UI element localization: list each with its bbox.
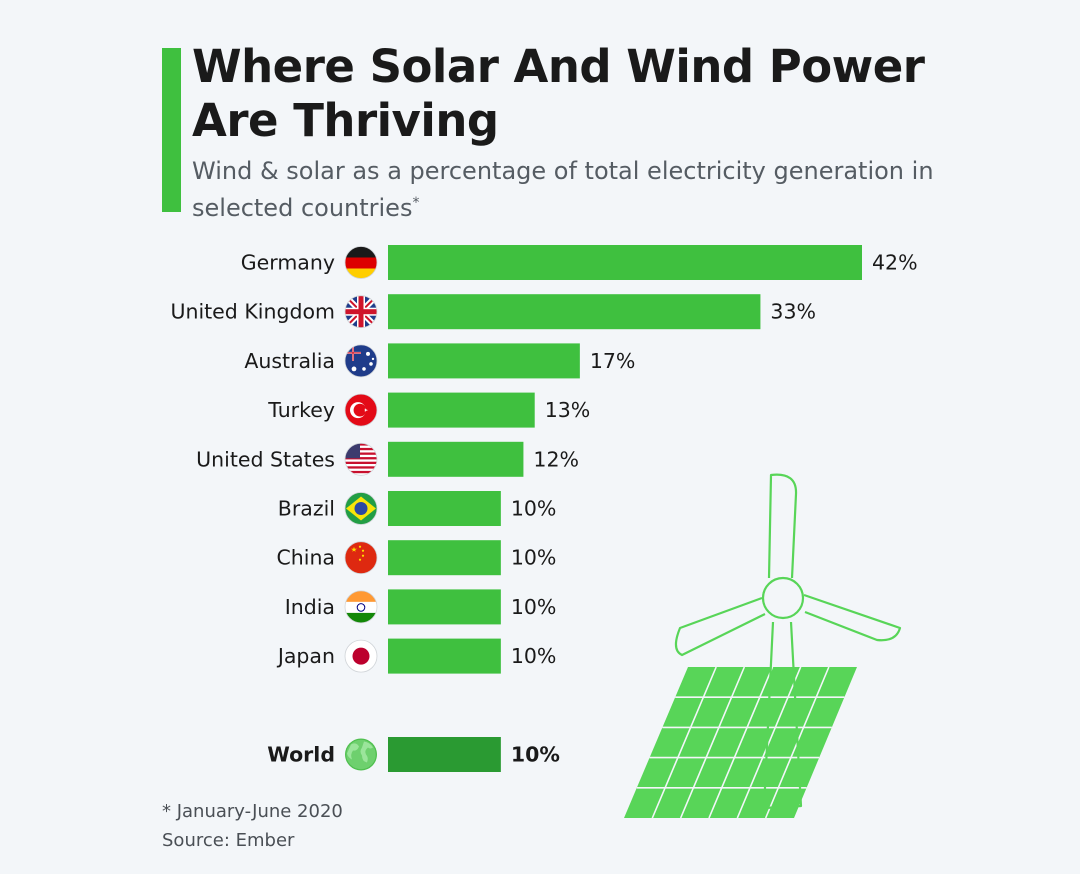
india-flag-icon: [344, 590, 378, 624]
value-label: 13%: [545, 398, 591, 422]
bars-layer: Germany 42% United Kingdom 33% Australia 17% T…: [170, 245, 918, 772]
category-label: Brazil: [278, 497, 335, 521]
value-label: 42%: [872, 251, 918, 275]
bar-row-brazil: Brazil 10%: [278, 491, 557, 526]
bar-united-kingdom: [388, 294, 761, 330]
bar-row-united-states: United States 12%: [196, 441, 579, 477]
wind-solar-illustration: [624, 473, 902, 819]
category-label: India: [285, 595, 335, 619]
bar-row-india: India 10%: [285, 589, 557, 625]
chart-footer: * January-June 2020 Source: Ember: [162, 797, 343, 855]
australia-flag-icon: [344, 344, 378, 378]
bar-united-states: [388, 441, 524, 477]
value-label: 10%: [511, 644, 557, 668]
bar-germany: [388, 245, 862, 280]
source-note: Source: Ember: [162, 830, 295, 851]
bar-india: [388, 589, 501, 625]
bar-row-world: World 10%: [267, 737, 560, 772]
brazil-flag-icon: [344, 492, 378, 525]
category-label: Japan: [276, 644, 335, 668]
category-label: World: [267, 743, 335, 767]
subtitle-text: Wind & solar as a percentage of total el…: [192, 157, 934, 222]
bar-japan: [388, 638, 501, 674]
title-line-2: Are Thriving: [192, 94, 499, 147]
value-label: 10%: [511, 595, 557, 619]
value-label: 10%: [511, 497, 557, 521]
bar-row-australia: Australia 17%: [244, 343, 636, 379]
title-accent-bar: [162, 48, 181, 212]
title-line-1: Where Solar And Wind Power: [192, 40, 925, 93]
globe-icon: [345, 738, 377, 771]
solar-panel-icon: [624, 666, 857, 819]
japan-flag-icon: [344, 639, 378, 673]
bar-row-china: China 10%: [276, 540, 557, 576]
value-label: 12%: [533, 447, 579, 471]
uk-flag-icon: [344, 295, 378, 329]
bar-australia: [388, 343, 580, 379]
chart-title: Where Solar And Wind Power Are Thriving: [192, 40, 972, 148]
bar-brazil: [388, 491, 501, 526]
us-flag-icon: [344, 442, 378, 476]
bar-turkey: [388, 392, 535, 428]
bar-china: [388, 540, 501, 576]
category-label: Germany: [241, 251, 335, 275]
wind-turbine-icon: [674, 473, 902, 810]
category-label: Turkey: [267, 398, 335, 422]
bar-world: [388, 737, 501, 772]
category-label: Australia: [244, 349, 335, 373]
value-label: 33%: [770, 300, 816, 324]
china-flag-icon: [344, 541, 378, 575]
bar-row-germany: Germany 42%: [241, 245, 918, 280]
value-label: 10%: [511, 546, 557, 570]
bar-row-united-kingdom: United Kingdom 33%: [170, 294, 816, 330]
bar-row-turkey: Turkey 13%: [267, 392, 591, 428]
chart-subtitle: Wind & solar as a percentage of total el…: [192, 155, 952, 224]
category-label: United States: [196, 447, 335, 471]
turkey-flag-icon: [344, 393, 378, 427]
category-label: China: [276, 546, 335, 570]
subtitle-footnote-mark: *: [412, 195, 420, 211]
value-label: 17%: [590, 349, 636, 373]
value-label: 10%: [511, 743, 560, 767]
bar-row-japan: Japan 10%: [276, 638, 557, 674]
germany-flag-icon: [344, 246, 378, 279]
footnote: * January-June 2020: [162, 801, 343, 822]
category-label: United Kingdom: [170, 300, 335, 324]
